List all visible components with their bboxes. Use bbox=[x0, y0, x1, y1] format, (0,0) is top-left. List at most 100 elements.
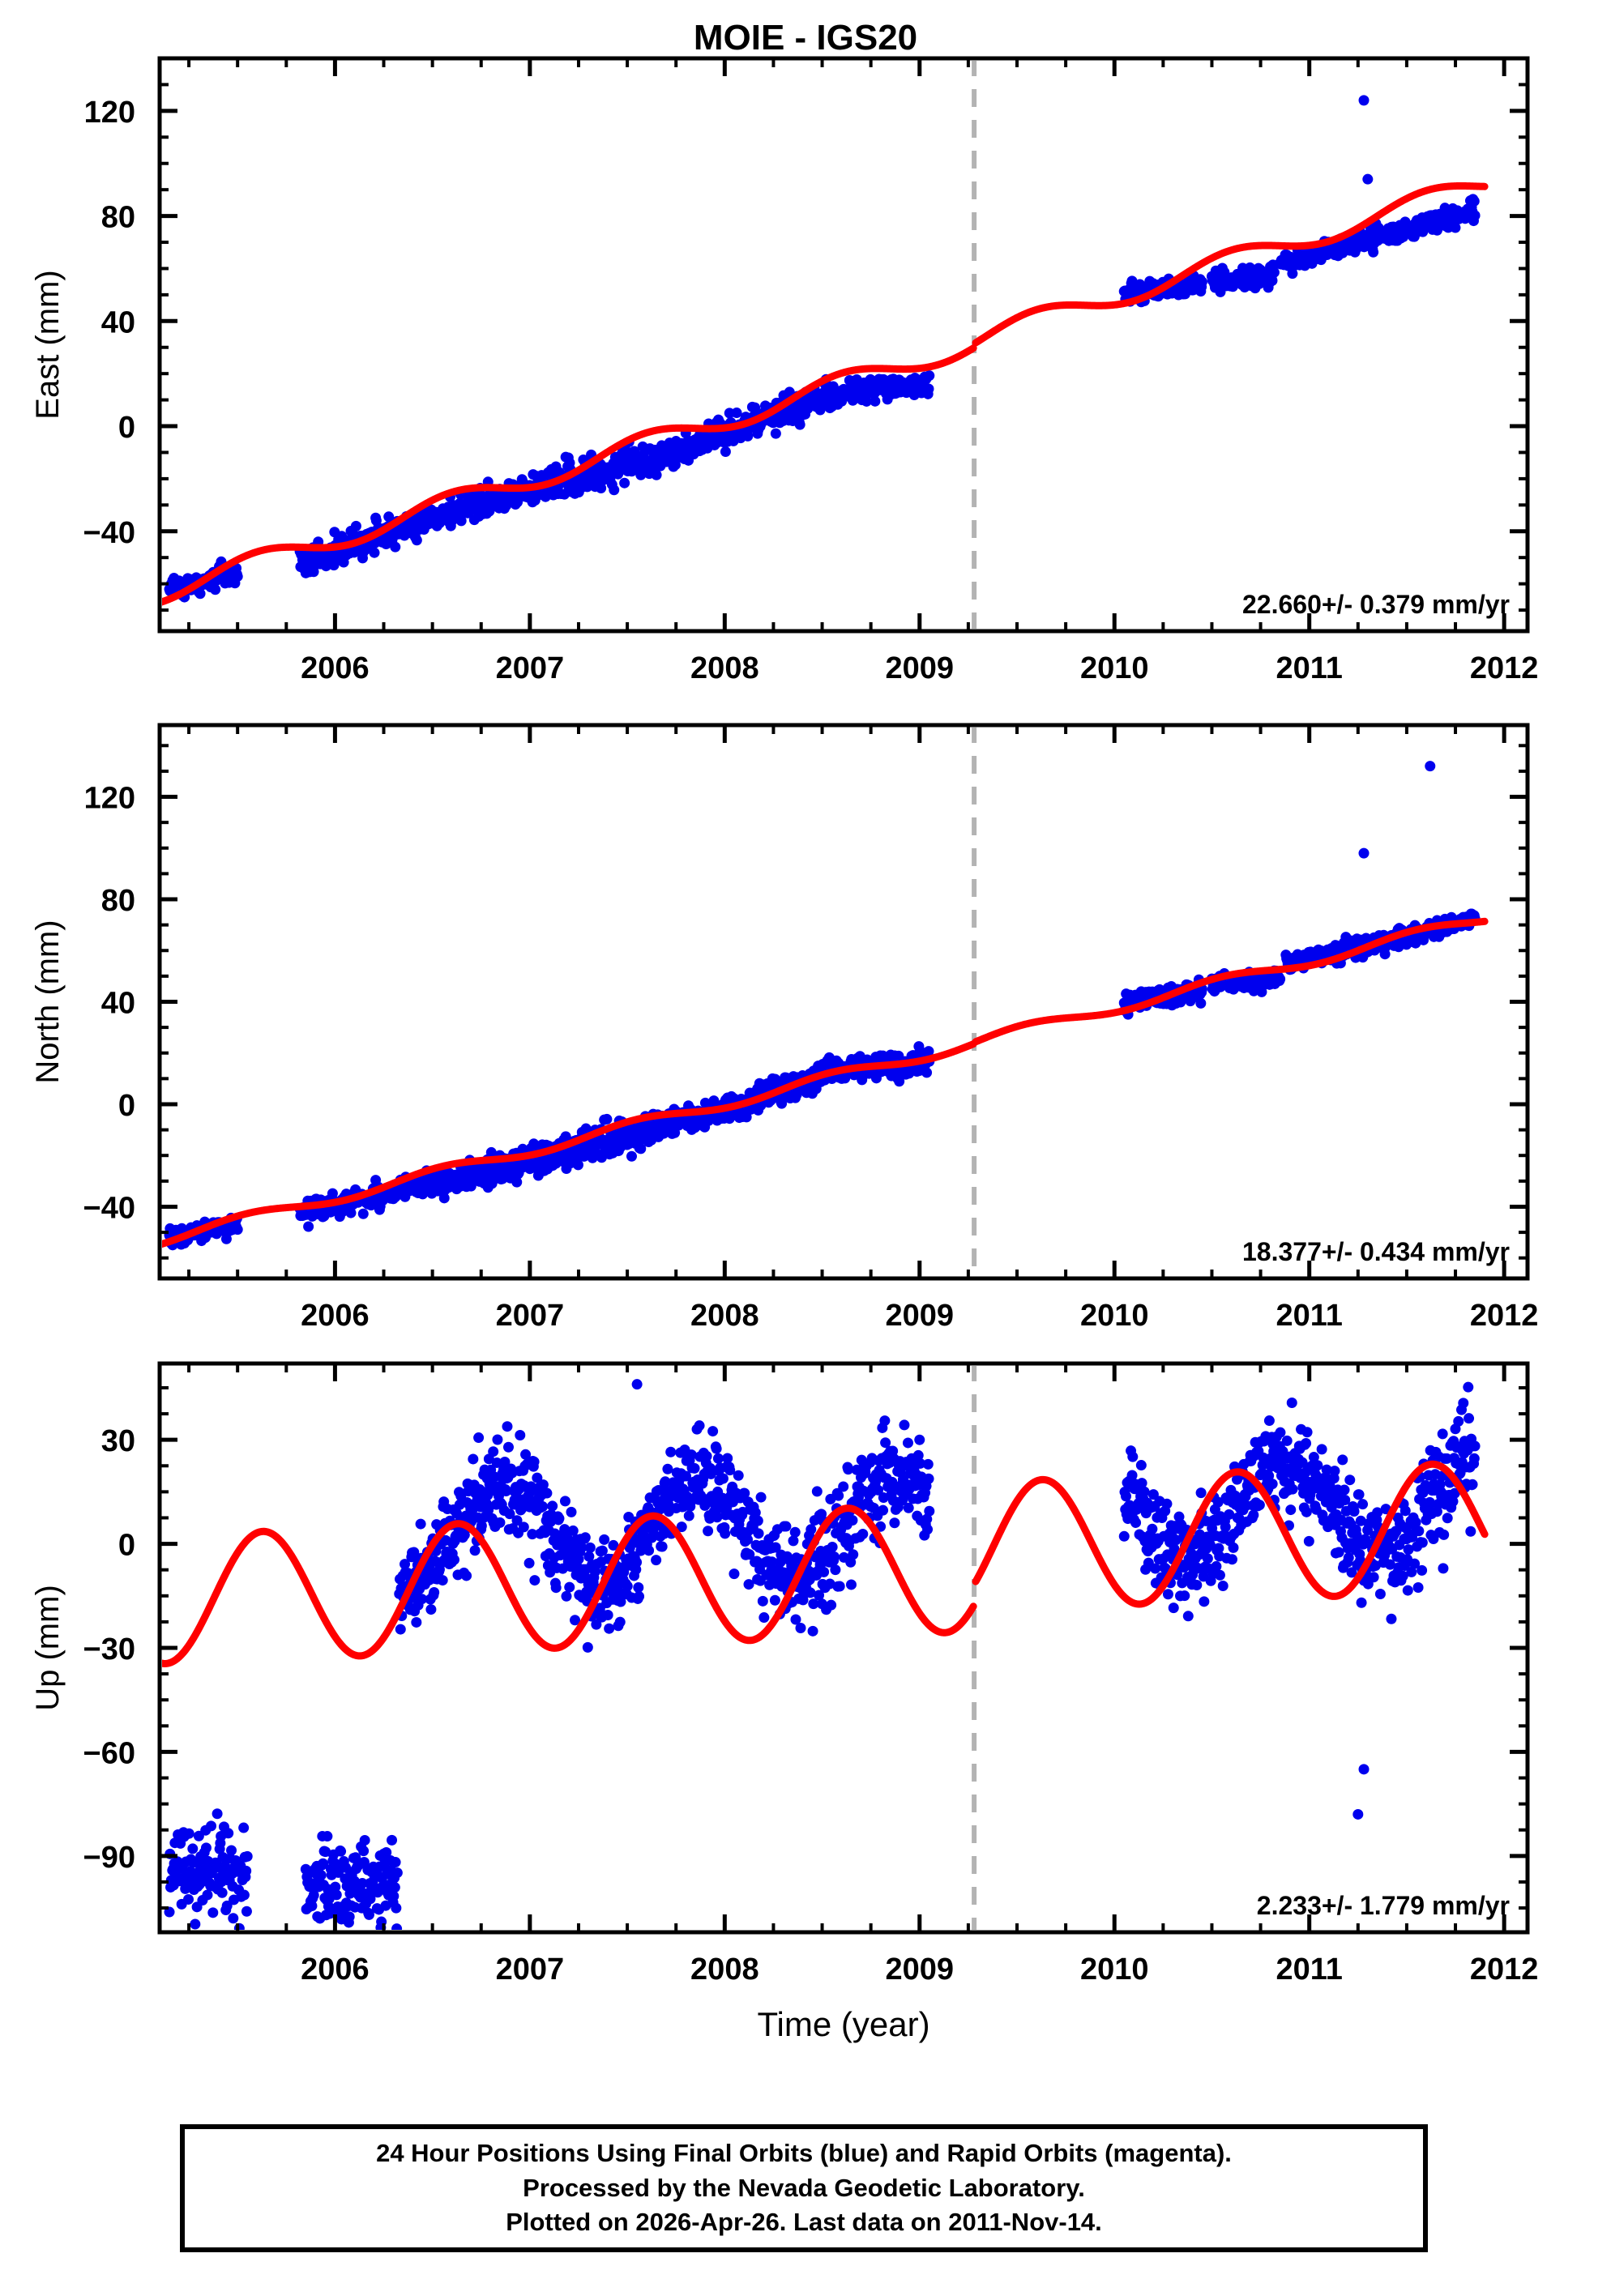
data-point bbox=[1337, 1454, 1348, 1466]
data-point bbox=[633, 1582, 644, 1594]
data-point bbox=[1358, 847, 1370, 859]
data-point bbox=[579, 1532, 591, 1543]
data-point bbox=[358, 1846, 370, 1857]
data-point bbox=[411, 535, 422, 546]
data-point bbox=[1263, 1470, 1275, 1482]
data-point bbox=[1217, 1581, 1229, 1592]
data-point bbox=[724, 1465, 736, 1476]
data-point bbox=[1281, 1435, 1293, 1446]
data-point bbox=[880, 1437, 891, 1449]
data-point bbox=[703, 1526, 714, 1537]
data-point bbox=[183, 1828, 194, 1839]
data-point bbox=[365, 1893, 376, 1905]
data-point bbox=[808, 1598, 819, 1610]
data-point bbox=[795, 1622, 806, 1633]
data-point bbox=[824, 1578, 835, 1590]
data-point bbox=[220, 1233, 232, 1244]
data-point bbox=[238, 1889, 250, 1901]
data-point bbox=[878, 1504, 889, 1516]
data-point bbox=[194, 588, 206, 600]
data-point bbox=[561, 1590, 572, 1602]
data-point bbox=[499, 1457, 511, 1468]
data-point bbox=[1195, 1487, 1207, 1499]
data-point bbox=[1469, 210, 1481, 221]
data-point bbox=[1213, 1543, 1224, 1554]
data-point bbox=[833, 1490, 844, 1501]
x-tick-label: 2012 bbox=[1470, 651, 1539, 685]
data-point bbox=[1348, 1505, 1360, 1517]
rate-label: 18.377+/- 0.434 mm/yr bbox=[1242, 1237, 1510, 1266]
data-point bbox=[894, 1076, 905, 1087]
data-point bbox=[532, 1472, 543, 1483]
data-point bbox=[635, 1143, 647, 1154]
data-point bbox=[515, 1429, 526, 1440]
data-point bbox=[1286, 1397, 1297, 1408]
data-point bbox=[369, 547, 380, 558]
data-point bbox=[318, 1858, 329, 1869]
data-point bbox=[511, 1176, 523, 1188]
data-point bbox=[733, 1470, 744, 1481]
data-point bbox=[619, 477, 630, 489]
data-point bbox=[922, 1458, 934, 1470]
data-point bbox=[770, 1542, 781, 1553]
data-point bbox=[429, 1586, 440, 1598]
data-point bbox=[461, 1570, 472, 1581]
data-point bbox=[807, 1625, 818, 1637]
x-tick-label: 2007 bbox=[496, 651, 565, 685]
data-point bbox=[660, 1476, 671, 1487]
data-point bbox=[207, 1907, 219, 1918]
data-point bbox=[1339, 1484, 1350, 1496]
data-point bbox=[899, 1419, 910, 1431]
x-tick-label: 2009 bbox=[886, 651, 955, 685]
data-point bbox=[653, 1485, 664, 1496]
data-point bbox=[643, 1545, 655, 1556]
data-point bbox=[870, 395, 881, 407]
data-point bbox=[596, 1545, 608, 1556]
data-point bbox=[455, 515, 467, 527]
data-point bbox=[1268, 267, 1280, 278]
data-point bbox=[912, 1449, 924, 1461]
data-point bbox=[752, 1515, 763, 1526]
data-point bbox=[518, 1521, 529, 1533]
data-point bbox=[241, 1865, 252, 1876]
data-point bbox=[357, 1878, 368, 1889]
data-point bbox=[228, 1913, 239, 1924]
data-point bbox=[1162, 1589, 1173, 1600]
data-point bbox=[780, 1521, 792, 1532]
data-point bbox=[680, 1470, 691, 1482]
data-point bbox=[537, 1479, 549, 1491]
data-point bbox=[857, 1529, 869, 1540]
data-point bbox=[686, 1449, 697, 1461]
data-point bbox=[707, 1426, 719, 1437]
data-point bbox=[830, 1564, 841, 1576]
data-point bbox=[626, 1150, 637, 1162]
data-point bbox=[676, 1521, 687, 1533]
data-point bbox=[327, 1188, 338, 1199]
data-point bbox=[241, 1906, 252, 1917]
data-point bbox=[921, 1513, 933, 1525]
data-point bbox=[1267, 275, 1278, 286]
data-point bbox=[878, 1492, 889, 1504]
data-point bbox=[358, 1856, 370, 1867]
data-point bbox=[491, 1457, 502, 1468]
data-point bbox=[1333, 1547, 1344, 1558]
data-point bbox=[492, 1434, 503, 1445]
data-point bbox=[599, 1534, 610, 1545]
data-point bbox=[391, 1867, 403, 1879]
data-point bbox=[1275, 1427, 1286, 1438]
data-point bbox=[1121, 1491, 1132, 1502]
data-point bbox=[303, 1221, 314, 1232]
data-point bbox=[609, 484, 620, 496]
data-point bbox=[741, 1112, 752, 1123]
data-point bbox=[1263, 1415, 1275, 1427]
data-point bbox=[1220, 1521, 1231, 1533]
data-point bbox=[547, 1500, 558, 1512]
data-point bbox=[711, 1443, 722, 1454]
data-point bbox=[216, 1887, 228, 1898]
data-point bbox=[1248, 1509, 1259, 1521]
data-point bbox=[1179, 1590, 1190, 1602]
data-point bbox=[350, 520, 361, 531]
data-point bbox=[1161, 1498, 1173, 1509]
data-point bbox=[903, 1502, 914, 1513]
